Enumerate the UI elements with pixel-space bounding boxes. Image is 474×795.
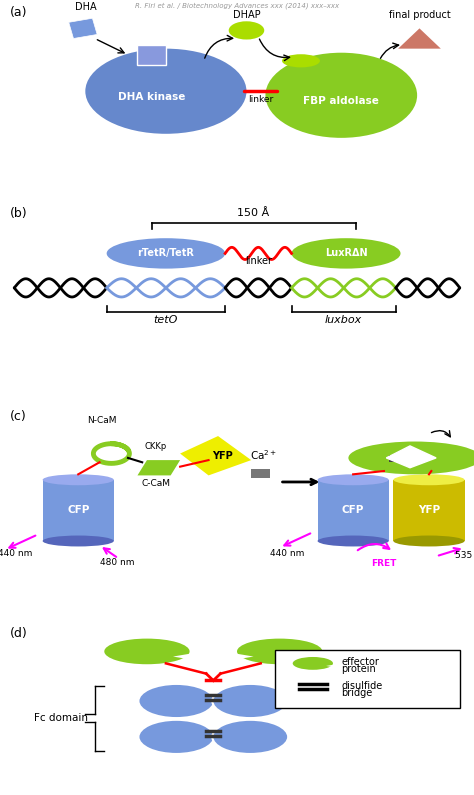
- Polygon shape: [389, 455, 405, 463]
- Ellipse shape: [318, 475, 389, 485]
- Polygon shape: [251, 469, 270, 478]
- Ellipse shape: [85, 48, 246, 134]
- Ellipse shape: [237, 638, 322, 665]
- Wedge shape: [326, 664, 341, 669]
- Ellipse shape: [212, 684, 288, 718]
- Text: (a): (a): [9, 6, 27, 19]
- Text: DHA kinase: DHA kinase: [118, 92, 185, 103]
- Text: final product: final product: [389, 10, 450, 20]
- Polygon shape: [398, 29, 441, 48]
- Text: linker: linker: [248, 95, 273, 104]
- Text: R. Firi et al. / Biotechnology Advances xxx (2014) xxx–xxx: R. Firi et al. / Biotechnology Advances …: [135, 2, 339, 9]
- Text: CFP: CFP: [67, 506, 90, 515]
- Ellipse shape: [282, 54, 320, 68]
- Ellipse shape: [393, 536, 465, 546]
- Ellipse shape: [43, 475, 114, 485]
- Text: (d): (d): [9, 627, 27, 641]
- Ellipse shape: [104, 638, 190, 665]
- Ellipse shape: [229, 21, 264, 40]
- Polygon shape: [43, 480, 114, 541]
- Text: Ca$^{2+}$: Ca$^{2+}$: [249, 448, 277, 462]
- Ellipse shape: [393, 475, 465, 485]
- Text: N-CaM: N-CaM: [87, 416, 117, 425]
- Text: disulfide: disulfide: [341, 681, 383, 692]
- Text: linker: linker: [245, 255, 272, 266]
- Ellipse shape: [265, 52, 417, 138]
- Text: YFP: YFP: [212, 451, 233, 461]
- Polygon shape: [69, 18, 97, 38]
- Text: FRET: FRET: [371, 559, 397, 568]
- Ellipse shape: [293, 657, 333, 670]
- Text: DHA: DHA: [74, 2, 96, 12]
- Text: C-CaM: C-CaM: [142, 479, 171, 488]
- Text: 440 nm: 440 nm: [0, 549, 32, 558]
- Text: effector: effector: [341, 657, 379, 667]
- Text: 480 nm: 480 nm: [100, 558, 134, 567]
- Text: tetO: tetO: [154, 316, 178, 325]
- Text: protein: protein: [341, 665, 376, 674]
- Ellipse shape: [318, 536, 389, 546]
- Wedge shape: [173, 652, 204, 661]
- Text: luxbox: luxbox: [325, 316, 362, 325]
- Polygon shape: [137, 460, 180, 475]
- Text: (b): (b): [9, 207, 27, 219]
- Text: CKKp: CKKp: [145, 442, 167, 452]
- Text: FBP aldolase: FBP aldolase: [303, 96, 379, 107]
- Ellipse shape: [107, 238, 225, 269]
- Text: YFP: YFP: [418, 506, 440, 515]
- Ellipse shape: [348, 441, 474, 475]
- Text: CFP: CFP: [342, 506, 365, 515]
- FancyBboxPatch shape: [275, 650, 460, 708]
- Text: 150 Å: 150 Å: [237, 208, 270, 218]
- Text: 535 nm: 535 nm: [455, 552, 474, 560]
- Text: DHAP: DHAP: [233, 10, 260, 20]
- Text: 440 nm: 440 nm: [270, 549, 305, 558]
- Text: bridge: bridge: [341, 688, 373, 698]
- Ellipse shape: [43, 536, 114, 546]
- Text: Fc domain: Fc domain: [34, 713, 88, 723]
- Polygon shape: [393, 480, 465, 541]
- Polygon shape: [180, 436, 251, 475]
- Ellipse shape: [212, 719, 288, 754]
- Polygon shape: [386, 446, 436, 467]
- Polygon shape: [137, 45, 166, 65]
- Text: (c): (c): [9, 410, 26, 423]
- Ellipse shape: [138, 684, 214, 718]
- Polygon shape: [318, 480, 389, 541]
- Ellipse shape: [138, 719, 214, 754]
- Text: LuxRΔN: LuxRΔN: [325, 248, 367, 258]
- Ellipse shape: [292, 238, 401, 269]
- Wedge shape: [223, 652, 254, 661]
- Text: rTetR/TetR: rTetR/TetR: [137, 248, 194, 258]
